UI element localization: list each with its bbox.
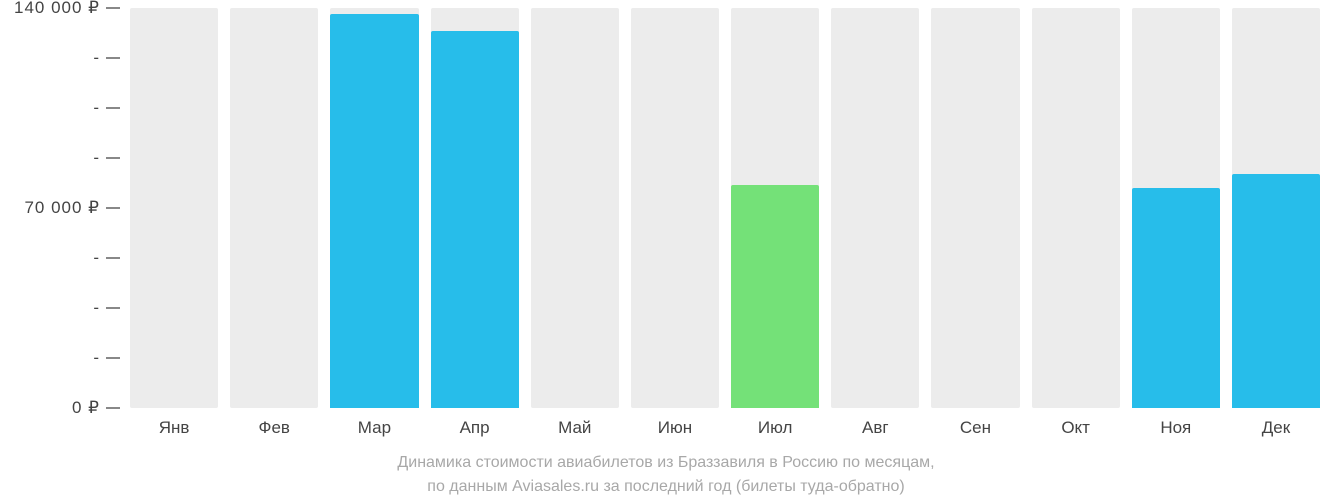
bar [431, 31, 519, 408]
y-minor-tick-label: - [93, 348, 100, 368]
bar-slot [1232, 8, 1320, 408]
bar-background [931, 8, 1019, 408]
x-label: Авг [831, 418, 919, 438]
bar-slot [431, 8, 519, 408]
y-minor-tick: - [93, 248, 120, 268]
y-minor-tick: - [93, 98, 120, 118]
bar-slot [130, 8, 218, 408]
y-axis: 0 ₽ 70 000 ₽ 140 000 ₽ - - - - - - [0, 0, 120, 420]
bar-background [230, 8, 318, 408]
bar-background [130, 8, 218, 408]
bar-slot [1032, 8, 1120, 408]
bar [1232, 174, 1320, 408]
y-tick-mark [106, 57, 120, 59]
x-label: Дек [1232, 418, 1320, 438]
bars-container [130, 8, 1320, 408]
y-tick: 140 000 ₽ [14, 0, 120, 18]
y-tick-mark [106, 307, 120, 309]
bar-background [1032, 8, 1120, 408]
y-minor-tick: - [93, 348, 120, 368]
x-label: Янв [130, 418, 218, 438]
y-minor-tick-label: - [93, 48, 100, 68]
y-tick-mark [106, 207, 120, 209]
y-minor-tick: - [93, 298, 120, 318]
y-tick-label: 0 ₽ [72, 398, 100, 418]
x-label: Май [531, 418, 619, 438]
chart-caption-line-2: по данным Aviasales.ru за последний год … [0, 476, 1332, 498]
bar-background [631, 8, 719, 408]
bar [731, 185, 819, 408]
bar-slot [731, 8, 819, 408]
y-minor-tick-label: - [93, 98, 100, 118]
bar-slot [831, 8, 919, 408]
chart-caption-line-1: Динамика стоимости авиабилетов из Бразза… [0, 452, 1332, 474]
x-axis-labels: Янв Фев Мар Апр Май Июн Июл Авг Сен Окт Ноя Дек [130, 418, 1320, 438]
price-by-month-chart: 0 ₽ 70 000 ₽ 140 000 ₽ - - - - - - Янв Фев Мар Апр М… [0, 0, 1332, 502]
y-tick-mark [106, 107, 120, 109]
bar [1132, 188, 1220, 408]
y-minor-tick: - [93, 48, 120, 68]
y-minor-tick: - [93, 148, 120, 168]
x-label: Апр [431, 418, 519, 438]
y-tick-mark [106, 7, 120, 9]
bar-slot [631, 8, 719, 408]
bar-background [831, 8, 919, 408]
y-tick-mark [106, 407, 120, 409]
x-label: Ноя [1132, 418, 1220, 438]
y-minor-tick-label: - [93, 148, 100, 168]
x-label: Окт [1032, 418, 1120, 438]
y-tick-label: 140 000 ₽ [14, 0, 100, 18]
y-minor-tick-label: - [93, 248, 100, 268]
bar-slot [1132, 8, 1220, 408]
bar-slot [531, 8, 619, 408]
y-tick-mark [106, 157, 120, 159]
bar-slot [931, 8, 1019, 408]
bar-background [531, 8, 619, 408]
bar-slot [230, 8, 318, 408]
y-tick-mark [106, 257, 120, 259]
y-tick-mark [106, 357, 120, 359]
plot-area [130, 8, 1320, 408]
bar-slot [330, 8, 418, 408]
y-tick-label: 70 000 ₽ [24, 198, 100, 218]
bar [330, 14, 418, 408]
x-label: Мар [330, 418, 418, 438]
x-label: Сен [931, 418, 1019, 438]
x-label: Июн [631, 418, 719, 438]
y-tick: 70 000 ₽ [24, 198, 120, 218]
x-label: Июл [731, 418, 819, 438]
y-tick: 0 ₽ [72, 398, 120, 418]
x-label: Фев [230, 418, 318, 438]
y-minor-tick-label: - [93, 298, 100, 318]
